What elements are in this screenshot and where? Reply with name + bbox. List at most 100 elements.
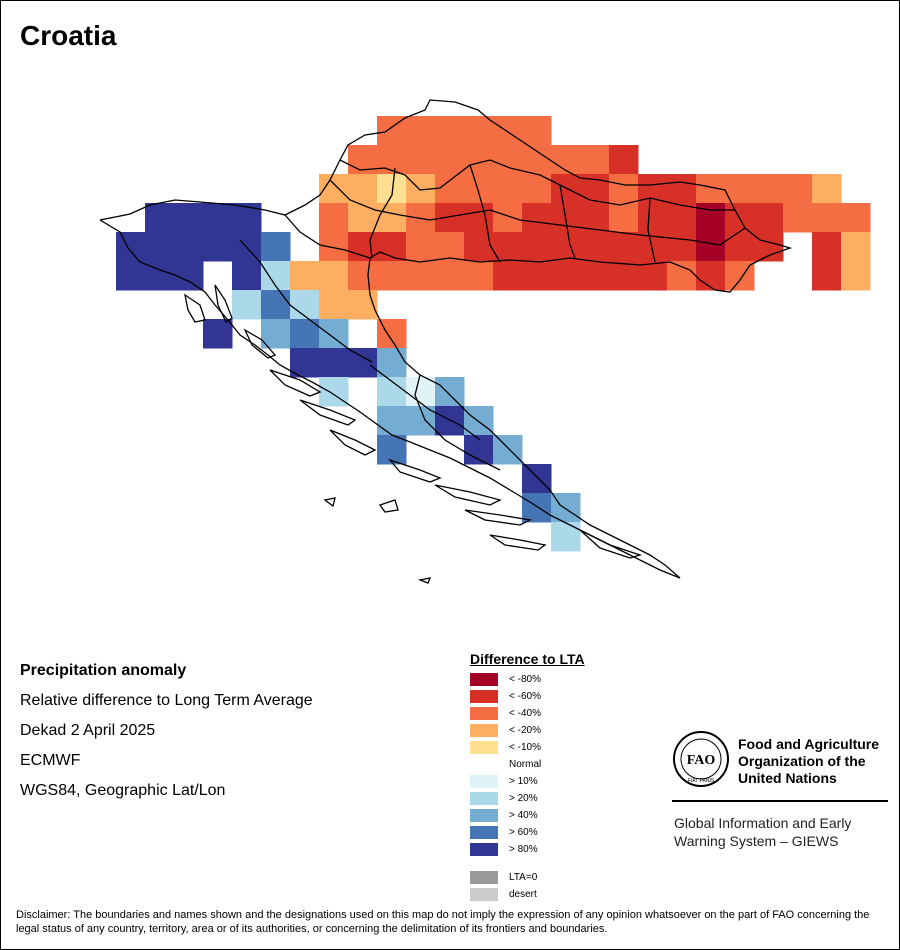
grid-cell — [116, 232, 146, 262]
grid-cell — [522, 203, 552, 233]
grid-cell — [696, 261, 726, 291]
grid-cell — [551, 522, 581, 552]
grid-cell — [435, 261, 465, 291]
legend-label: < -20% — [509, 725, 541, 736]
legend-items: < -80% < -60% < -40% < -20% < -10% Normal > 10… — [470, 671, 585, 858]
legend-label: desert — [509, 889, 537, 900]
legend-label: LTA=0 — [509, 872, 538, 883]
grid-cell — [725, 232, 755, 262]
map-title: Croatia — [20, 20, 117, 51]
grid-cell — [290, 290, 320, 320]
legend-label: < -80% — [509, 674, 541, 685]
grid-cell — [232, 290, 262, 320]
grid-cell — [348, 232, 378, 262]
legend-item: > 10% — [470, 773, 585, 790]
grid-cell — [377, 348, 407, 378]
grid-cell — [522, 464, 552, 494]
grid-cell — [435, 406, 465, 436]
grid-cell — [406, 145, 436, 175]
org-name-line: United Nations — [738, 770, 837, 786]
grid-cell — [406, 203, 436, 233]
grid-cell — [493, 174, 523, 204]
grid-cell — [522, 493, 552, 523]
legend-swatch — [470, 724, 498, 737]
grid-cell — [667, 232, 697, 262]
grid-cell — [609, 232, 639, 262]
grid-cell — [754, 174, 784, 204]
grid-cell — [754, 203, 784, 233]
grid-cell — [551, 261, 581, 291]
grid-cell — [174, 261, 204, 291]
legend-swatch — [470, 775, 498, 788]
grid-cell — [145, 232, 175, 262]
legend-label: < -60% — [509, 691, 541, 702]
grid-cell — [290, 261, 320, 291]
fao-logo-ring-text: FIAT PANIS — [688, 778, 715, 784]
grid-cell — [435, 116, 465, 146]
legend-item: < -20% — [470, 722, 585, 739]
grid-cell — [841, 203, 871, 233]
map-projection: WGS84, Geographic Lat/Lon — [20, 782, 226, 799]
grid-cell — [464, 203, 494, 233]
grid-cell — [406, 232, 436, 262]
legend-swatch — [470, 758, 498, 771]
grid-cell — [319, 203, 349, 233]
grid-cell — [551, 145, 581, 175]
grid-cell — [522, 145, 552, 175]
giews-name: Global Information and Early Warning Sys… — [674, 814, 890, 850]
grid-cell — [464, 261, 494, 291]
grid-cell — [203, 319, 233, 349]
grid-cell — [609, 203, 639, 233]
grid-cell — [319, 290, 349, 320]
map-source: ECMWF — [20, 752, 81, 769]
grid-cell — [783, 203, 813, 233]
grid-cell — [638, 203, 668, 233]
country-outline — [99, 99, 793, 584]
grid-cell — [812, 232, 842, 262]
legend-extra-items: LTA=0 desert — [470, 869, 585, 903]
grid-cell — [377, 174, 407, 204]
grid-cell — [435, 377, 465, 407]
divider — [672, 800, 888, 802]
legend-item: desert — [470, 886, 585, 903]
grid-cell — [464, 116, 494, 146]
grid-cell — [580, 232, 610, 262]
grid-cell — [812, 261, 842, 291]
legend-item: > 20% — [470, 790, 585, 807]
legend-item: < -40% — [470, 705, 585, 722]
grid-cell — [435, 203, 465, 233]
legend: Difference to LTA < -80% < -60% < -40% < -2… — [470, 651, 585, 903]
legend-item: < -60% — [470, 688, 585, 705]
map-period: Dekad 2 April 2025 — [20, 722, 156, 739]
disclaimer: Disclaimer: The boundaries and names sho… — [16, 909, 870, 935]
grid-cell — [754, 232, 784, 262]
legend-label: > 80% — [509, 844, 538, 855]
grid-cell — [116, 261, 146, 291]
legend-swatch — [470, 826, 498, 839]
legend-label: > 60% — [509, 827, 538, 838]
grid-cell — [406, 377, 436, 407]
grid-cell — [174, 232, 204, 262]
org-name-line: Food and Agriculture — [738, 736, 880, 752]
legend-swatch — [470, 792, 498, 805]
grid-cell — [319, 261, 349, 291]
legend-item: LTA=0 — [470, 869, 585, 886]
grid-cell — [319, 319, 349, 349]
legend-swatch — [470, 690, 498, 703]
legend-item: > 60% — [470, 824, 585, 841]
grid-cell — [377, 203, 407, 233]
grid-cell — [232, 203, 262, 233]
grid-cell — [203, 203, 233, 233]
legend-item: > 40% — [470, 807, 585, 824]
grid-cell — [377, 145, 407, 175]
grid-cell — [145, 203, 175, 233]
grid-cell — [812, 203, 842, 233]
grid-cell — [348, 174, 378, 204]
giews-line: Global Information and Early — [674, 815, 852, 831]
grid-cell — [783, 174, 813, 204]
grid-cell — [464, 174, 494, 204]
grid-cell — [667, 261, 697, 291]
grid-cell — [696, 232, 726, 262]
grid-cell — [406, 261, 436, 291]
legend-item: > 80% — [470, 841, 585, 858]
